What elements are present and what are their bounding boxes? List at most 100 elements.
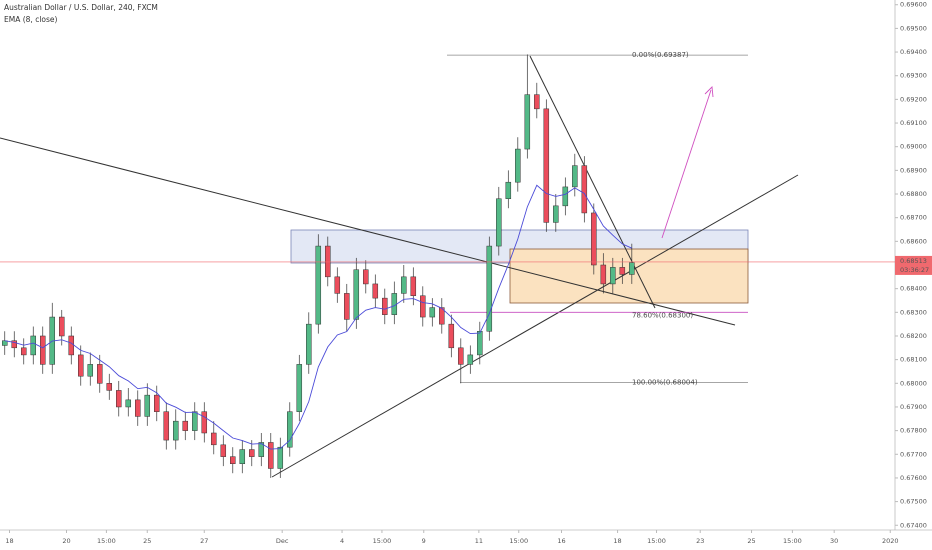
candle-body [192,411,198,431]
y-tick-label: 0.67700 [900,450,927,458]
y-tick-label: 0.68400 [900,285,927,293]
candle-body [581,165,588,214]
candle-body [2,340,8,346]
x-tick-label: 2020 [882,537,899,545]
x-tick-label: 15:00 [509,537,528,545]
candle-body [144,394,151,417]
y-tick-label: 0.68200 [900,332,927,340]
candle-body [353,269,360,320]
candle-body [410,276,417,297]
y-tick-label: 0.69500 [900,24,927,32]
x-tick-label: 4 [340,537,344,545]
candle-body [515,148,521,183]
last-price-box [895,255,932,275]
y-tick-label: 0.67600 [900,474,927,482]
candle-body [382,297,388,315]
candle-body [277,446,284,469]
x-tick-label: 15:00 [97,537,116,545]
candle-body [524,94,531,150]
arrow-head [704,86,714,98]
candle-body [420,295,426,318]
y-tick-label: 0.68800 [900,190,927,198]
y-tick-label: 0.69300 [900,72,927,80]
candle-body [21,347,27,356]
y-tick-label: 0.68300 [900,308,927,316]
candle-body [249,449,255,457]
candle-body [610,267,616,285]
candle-body [306,323,312,365]
x-tick-label: 16 [557,537,565,545]
x-tick-label: 25 [143,537,151,545]
candle-body [458,347,464,365]
candle-body [486,245,493,332]
candle-body [239,449,246,464]
y-tick-label: 0.68900 [900,166,927,174]
y-tick-label: 0.67900 [900,403,927,411]
x-tick-label: 18 [5,537,13,545]
y-tick-label: 0.69200 [900,95,927,103]
candle-body [163,411,170,441]
candle-body [173,420,179,441]
candle-body [258,442,265,457]
ema-line [4,184,632,450]
x-tick-label: 15:00 [373,537,392,545]
y-tick-label: 0.67800 [900,427,927,435]
trend-line [271,174,799,478]
x-tick-label: 27 [200,537,208,545]
candle-body [325,245,331,278]
candle-body [287,411,293,448]
candle-body [477,331,483,356]
candle-body [363,269,369,285]
candle-body [87,364,94,377]
x-tick-label: 23 [696,537,704,545]
candle-body [154,394,160,412]
candle-body [296,364,303,412]
drawings: 0.00%(0.69387) 78.60%(0.68300) 100.00%(0.6… [0,51,799,478]
x-tick-label: 30 [830,537,838,545]
candle-body [40,335,46,365]
candle-body [505,181,512,199]
candle-body [68,335,75,356]
trend-line [0,137,736,326]
candle-body [315,245,322,325]
candle-body [78,354,84,377]
x-tick-label: 18 [613,537,621,545]
fib-label: 78.60%(0.68300) [632,311,693,319]
candle-body [97,364,103,384]
indicator-label: EMA (8, close) [4,15,58,24]
y-tick-label: 0.68100 [900,356,927,364]
candle-body [572,165,578,188]
countdown-label: 03:36:27 [900,266,929,274]
candle-body [116,390,122,408]
candle-body [268,442,274,469]
candle-body [135,399,141,417]
candle-body [401,276,407,294]
y-tick-label: 0.69100 [900,119,927,127]
y-tick-label: 0.68600 [900,237,927,245]
candle-body [30,335,37,356]
x-tick-label: 11 [475,537,483,545]
y-tick-label: 0.69000 [900,143,927,151]
candle-body [448,323,455,349]
fib-label: 0.00%(0.69387) [632,51,689,59]
candle-body [106,383,113,391]
arrow [661,89,712,239]
candle-body [496,198,502,247]
candle-body [344,293,350,320]
y-tick-label: 0.68000 [900,379,927,387]
candle-body [211,432,217,446]
x-tick-label: Dec [276,537,289,545]
candle-body [11,340,18,349]
candle-body [600,264,607,285]
y-tick-label: 0.69400 [900,48,927,56]
fib-label: 100.00%(0.68004) [632,378,698,386]
candle-body [467,354,474,365]
candle-body [59,316,65,337]
candle-body [591,212,597,266]
candle-body [334,276,341,294]
y-tick-label: 0.68700 [900,214,927,222]
candle-body [429,307,436,318]
candle-body [439,307,445,325]
